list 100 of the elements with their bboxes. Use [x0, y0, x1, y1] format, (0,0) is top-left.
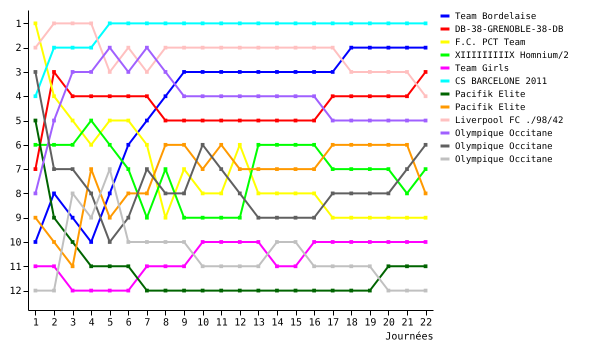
y-tick-label: 4: [15, 92, 22, 103]
y-tick-label: 1: [15, 18, 22, 30]
point: [275, 142, 279, 147]
point: [164, 70, 168, 74]
x-tick-label: 17: [327, 318, 340, 328]
point: [256, 240, 260, 244]
point: [70, 94, 74, 98]
point: [386, 216, 390, 220]
point: [312, 240, 316, 244]
point: [405, 240, 409, 244]
point: [294, 216, 298, 220]
point: [145, 94, 149, 98]
point: [182, 21, 186, 26]
legend-label: Team Girls: [455, 64, 510, 74]
point: [70, 288, 74, 292]
point: [294, 192, 298, 196]
point: [164, 288, 168, 292]
point: [294, 94, 298, 98]
point: [424, 21, 428, 26]
point: [424, 70, 428, 74]
point: [34, 264, 38, 268]
point: [349, 167, 354, 171]
point: [405, 288, 409, 292]
legend-label: XIIIIIIIIIX Homnium/2: [455, 51, 569, 61]
point: [145, 118, 149, 122]
point: [182, 216, 186, 220]
point: [200, 192, 205, 196]
point: [145, 167, 149, 171]
point: [312, 118, 316, 122]
point: [70, 240, 74, 244]
point: [164, 264, 168, 268]
point: [312, 288, 316, 292]
legend-label: Pacifik Elite: [455, 103, 526, 113]
point: [330, 118, 335, 122]
point: [349, 118, 354, 122]
point: [330, 192, 335, 196]
point: [34, 46, 38, 50]
point: [275, 118, 279, 122]
point: [312, 70, 316, 74]
point: [89, 288, 94, 292]
point: [386, 288, 390, 292]
point: [52, 46, 56, 50]
x-tick-label: 1: [32, 318, 39, 328]
point: [330, 240, 335, 244]
legend-label: CS BARCELONE 2011: [455, 77, 548, 87]
point: [275, 94, 279, 98]
point: [164, 192, 168, 196]
point: [52, 142, 56, 147]
point: [424, 264, 428, 268]
point: [182, 192, 186, 196]
point: [294, 142, 298, 147]
point: [108, 70, 112, 74]
point: [386, 21, 390, 26]
y-tick-label: 10: [9, 237, 22, 248]
point: [164, 216, 168, 220]
point: [89, 240, 94, 244]
point: [386, 46, 390, 50]
point: [182, 167, 186, 171]
legend-label: Olympique Occitane: [455, 129, 553, 139]
point: [182, 264, 186, 268]
point: [126, 288, 130, 292]
point: [238, 167, 242, 171]
x-tick-label: 19: [364, 318, 376, 328]
point: [312, 216, 316, 220]
point: [145, 142, 149, 147]
point: [52, 288, 56, 292]
x-tick-label: 2: [51, 318, 58, 328]
point: [126, 118, 130, 122]
legend-label: Olympique Occitane: [455, 142, 553, 152]
point: [312, 94, 316, 98]
point: [34, 167, 38, 171]
point: [182, 118, 186, 122]
point: [386, 240, 390, 244]
point: [126, 70, 130, 74]
x-tick-label: 4: [88, 318, 95, 328]
point: [405, 264, 409, 268]
point: [405, 192, 409, 196]
point: [330, 288, 335, 292]
point: [200, 70, 205, 74]
point: [126, 240, 130, 244]
point: [368, 70, 372, 74]
point: [275, 264, 279, 268]
point: [219, 118, 224, 122]
point: [238, 240, 242, 244]
point: [386, 94, 390, 98]
point: [238, 192, 242, 196]
point: [256, 70, 260, 74]
point: [34, 70, 38, 74]
y-tick-label: 5: [15, 116, 22, 128]
point: [405, 21, 409, 26]
point: [405, 142, 409, 147]
point: [89, 70, 94, 74]
point: [256, 118, 260, 122]
x-tick-label: 14: [271, 318, 284, 328]
point: [424, 167, 428, 171]
point: [386, 167, 390, 171]
point: [70, 70, 74, 74]
point: [200, 288, 205, 292]
point: [70, 46, 74, 50]
point: [52, 21, 56, 26]
